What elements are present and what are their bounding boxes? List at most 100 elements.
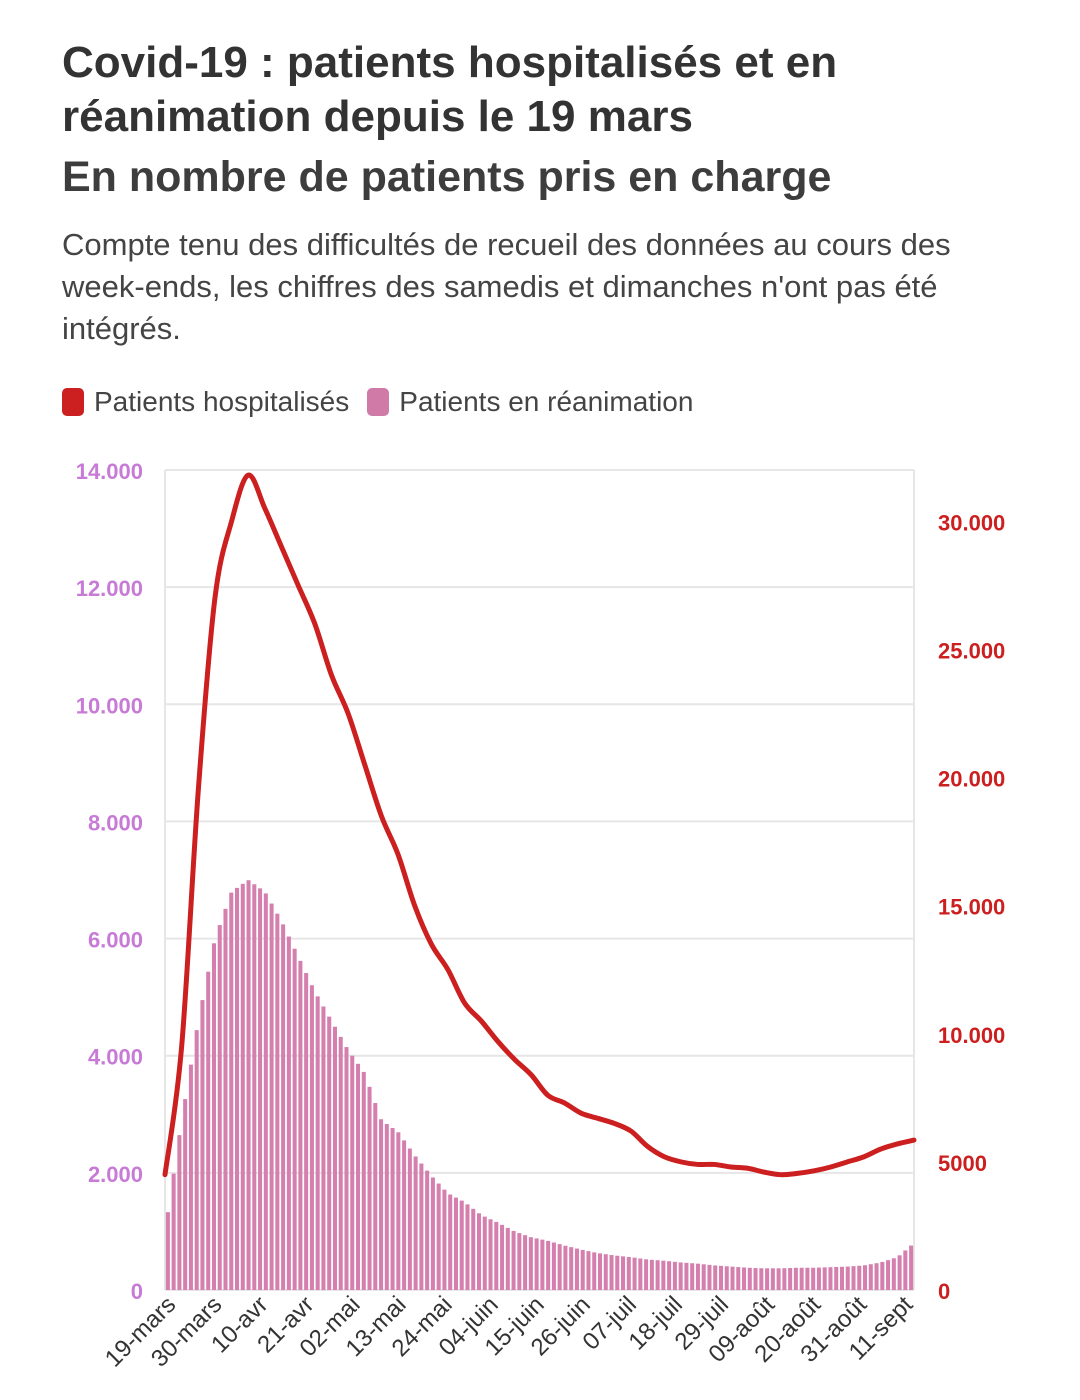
y-left-tick-label: 14.000 (76, 459, 143, 484)
reanimation-bar (724, 1266, 729, 1290)
reanimation-bar (897, 1255, 902, 1290)
y-left-tick-label: 2.000 (88, 1162, 143, 1187)
reanimation-bar (759, 1268, 764, 1290)
reanimation-bar (523, 1235, 528, 1290)
y-right-tick-label: 10.000 (938, 1023, 1005, 1048)
reanimation-bar (361, 1071, 366, 1290)
reanimation-bar (718, 1265, 724, 1290)
reanimation-bar (321, 1006, 326, 1290)
chart-subtitle: En nombre de patients pris en charge (62, 153, 832, 201)
reanimation-bar (546, 1240, 551, 1290)
hospitalises-line (162, 472, 917, 1178)
legend-swatch-reanimation (367, 388, 390, 416)
reanimation-bar (246, 880, 251, 1290)
reanimation-bar (413, 1156, 418, 1290)
y-left-tick-label: 12.000 (76, 576, 143, 601)
y-left-tick-label: 8.000 (88, 810, 143, 835)
reanimation-bar (684, 1262, 689, 1290)
reanimation-bar (667, 1261, 672, 1290)
reanimation-bar (563, 1245, 568, 1290)
reanimation-bar (292, 948, 297, 1290)
reanimation-bar (765, 1268, 770, 1290)
reanimation-bar (425, 1170, 430, 1290)
reanimation-bar (736, 1267, 741, 1290)
reanimation-bar (384, 1123, 389, 1290)
reanimation-bar (615, 1255, 620, 1290)
reanimation-bar (857, 1265, 862, 1290)
y-right-tick-label: 5000 (938, 1151, 987, 1176)
reanimation-bar (644, 1259, 649, 1290)
reanimation-bar (816, 1267, 821, 1290)
reanimation-bar (453, 1197, 458, 1290)
legend-item-reanimation[interactable]: Patients en réanimation (367, 386, 693, 418)
reanimation-bar (655, 1260, 660, 1290)
reanimation-bar (874, 1263, 879, 1290)
reanimation-bar (672, 1261, 677, 1290)
reanimation-bar (851, 1266, 856, 1290)
reanimation-bar (793, 1267, 798, 1290)
reanimation-bar (834, 1266, 839, 1290)
reanimation-bar (367, 1086, 372, 1290)
reanimation-bar (183, 1099, 188, 1290)
reanimation-bar (678, 1262, 683, 1290)
chart-title: Covid-19 : patients hospitalisés et en r… (62, 38, 838, 141)
reanimation-bar (315, 996, 320, 1290)
reanimation-bar (304, 973, 309, 1290)
reanimation-bar (338, 1036, 343, 1290)
reanimation-bar (402, 1140, 407, 1290)
reanimation-bar (661, 1260, 666, 1290)
reanimation-bar (177, 1135, 182, 1290)
reanimation-bar (868, 1264, 873, 1290)
reanimation-bar (240, 883, 245, 1290)
reanimation-bar (390, 1128, 395, 1290)
reanimation-bar (488, 1219, 493, 1290)
reanimation-bar (171, 1173, 176, 1290)
reanimation-bar (742, 1267, 747, 1290)
reanimation-bar (298, 960, 303, 1290)
reanimation-bar (557, 1244, 562, 1290)
reanimation-bar (505, 1227, 510, 1290)
reanimation-bar (459, 1200, 464, 1290)
reanimation-bar (713, 1265, 718, 1290)
reanimation-bar (690, 1263, 695, 1290)
legend-item-hospitalises[interactable]: Patients hospitalisés (62, 386, 349, 418)
reanimation-bar (540, 1239, 545, 1290)
legend: Patients hospitalisés Patients en réanim… (62, 382, 711, 422)
reanimation-bar (188, 1064, 193, 1290)
reanimation-bar (355, 1063, 361, 1290)
y-right-tick-label: 30.000 (938, 510, 1005, 535)
reanimation-bar (649, 1259, 654, 1290)
reanimation-bar (909, 1245, 914, 1290)
reanimation-bar (730, 1266, 735, 1290)
y-right-tick-label: 15.000 (938, 895, 1005, 920)
y-right-tick-label: 25.000 (938, 638, 1005, 663)
reanimation-bar (419, 1163, 424, 1290)
y-right-tick-label: 0 (938, 1279, 950, 1304)
reanimation-bar (903, 1250, 908, 1290)
legend-label-reanimation: Patients en réanimation (399, 386, 694, 417)
reanimation-bar (597, 1253, 603, 1290)
reanimation-bar (263, 893, 268, 1290)
reanimation-bar (511, 1230, 516, 1290)
reanimation-bar (517, 1233, 522, 1290)
reanimation-bar (788, 1268, 793, 1290)
reanimation-bar (373, 1103, 378, 1290)
reanimation-bar (465, 1204, 470, 1290)
chart-area: 0 2.000 4.000 6.000 8.000 10.000 12.000 14.000 0… (76, 459, 1006, 1372)
reanimation-bar (782, 1268, 787, 1290)
reanimation-bar (528, 1237, 533, 1290)
reanimation-bar (770, 1268, 775, 1290)
reanimation-bar (258, 888, 263, 1290)
reanimation-bar (332, 1026, 337, 1290)
reanimation-bar (580, 1249, 585, 1290)
y-left-tick-label: 4.000 (88, 1045, 143, 1070)
reanimation-bar (194, 1030, 199, 1290)
reanimation-bar (442, 1189, 447, 1290)
legend-swatch-hospitalises (62, 388, 84, 416)
reanimation-bar (609, 1255, 614, 1290)
reanimation-bar (327, 1016, 332, 1290)
reanimation-bar (534, 1238, 539, 1290)
reanimation-bar (471, 1208, 476, 1290)
reanimation-bar (269, 903, 274, 1290)
reanimation-bar (494, 1221, 499, 1290)
